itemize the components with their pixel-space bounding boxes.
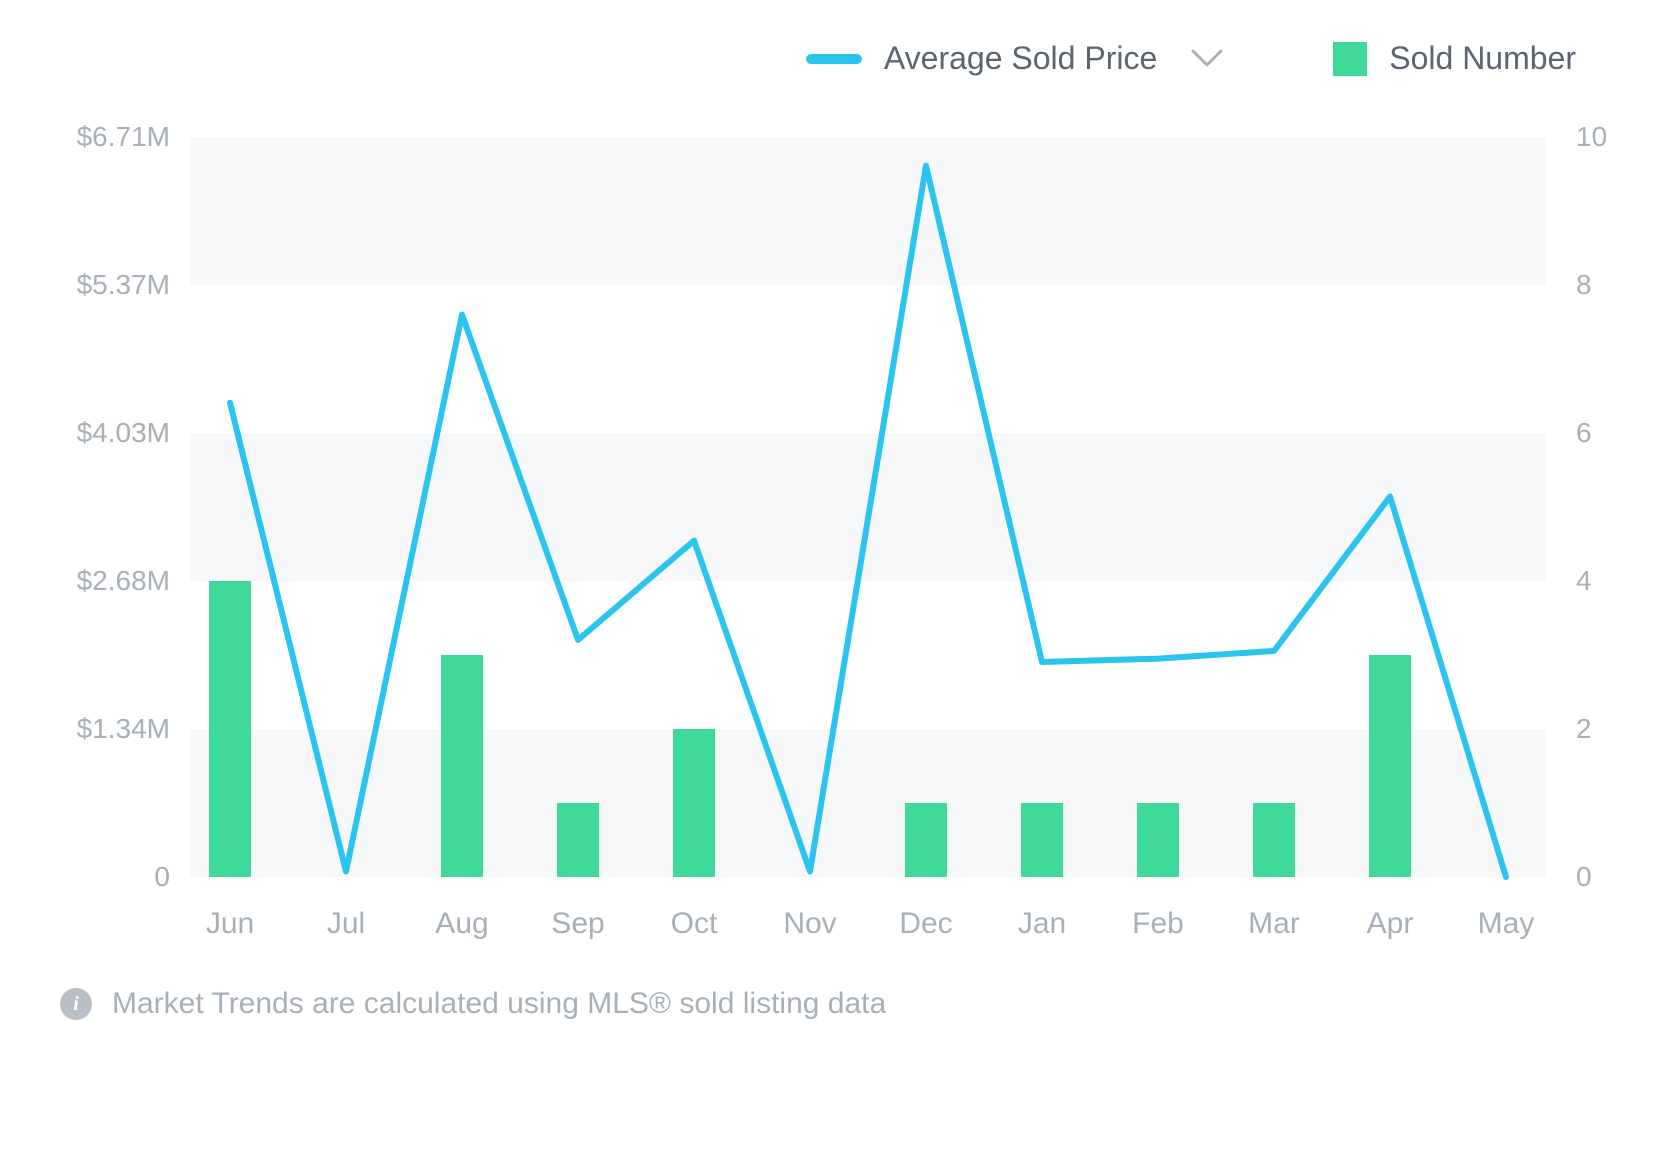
y-left-tick: $2.68M <box>10 565 170 597</box>
line-series <box>190 137 1546 877</box>
y-left-tick: $4.03M <box>10 417 170 449</box>
plot-area <box>190 137 1546 877</box>
x-tick: Oct <box>671 907 718 941</box>
y-right-tick: 2 <box>1576 713 1656 745</box>
chart-area: 0$1.34M$2.68M$4.03M$5.37M$6.71M 0246810 … <box>20 137 1636 957</box>
y-right-tick: 4 <box>1576 565 1656 597</box>
y-right-tick: 0 <box>1576 861 1656 893</box>
y-right-tick: 6 <box>1576 417 1656 449</box>
x-tick: Mar <box>1248 907 1300 941</box>
line-path <box>230 166 1506 877</box>
x-tick: Feb <box>1132 907 1184 941</box>
footer-note: i Market Trends are calculated using MLS… <box>20 987 1636 1021</box>
legend: Average Sold Price Sold Number <box>20 40 1636 77</box>
legend-line-label: Average Sold Price <box>884 40 1157 77</box>
legend-bar-swatch <box>1333 42 1367 76</box>
bar <box>441 655 483 877</box>
bar <box>1021 803 1063 877</box>
y-left-axis: 0$1.34M$2.68M$4.03M$5.37M$6.71M <box>20 137 180 877</box>
x-tick: Sep <box>551 907 604 941</box>
x-tick: Apr <box>1367 907 1414 941</box>
legend-item-line[interactable]: Average Sold Price <box>806 40 1223 77</box>
bar <box>1369 655 1411 877</box>
y-left-tick: $1.34M <box>10 713 170 745</box>
footer-text: Market Trends are calculated using MLS® … <box>112 987 886 1021</box>
bar <box>1253 803 1295 877</box>
bar <box>1137 803 1179 877</box>
info-icon: i <box>60 988 92 1020</box>
bar <box>209 581 251 877</box>
y-right-tick: 8 <box>1576 269 1656 301</box>
bar <box>905 803 947 877</box>
chart-container: Average Sold Price Sold Number 0$1.34M$2… <box>20 40 1636 1150</box>
legend-line-swatch <box>806 54 862 64</box>
x-tick: May <box>1478 907 1535 941</box>
y-left-tick: 0 <box>10 861 170 893</box>
x-tick: Jun <box>206 907 254 941</box>
y-left-tick: $6.71M <box>10 121 170 153</box>
legend-bar-label: Sold Number <box>1389 40 1576 77</box>
x-tick: Jul <box>327 907 365 941</box>
x-axis: Jun Jul Aug Sep Oct Nov Dec Jan Feb Mar Apr May <box>190 897 1546 957</box>
x-tick: Jan <box>1018 907 1066 941</box>
legend-item-bar[interactable]: Sold Number <box>1333 40 1576 77</box>
x-tick: Aug <box>435 907 488 941</box>
y-right-axis: 0246810 <box>1556 137 1636 877</box>
y-left-tick: $5.37M <box>10 269 170 301</box>
y-right-tick: 10 <box>1576 121 1656 153</box>
bar <box>557 803 599 877</box>
bar <box>673 729 715 877</box>
x-tick: Dec <box>899 907 952 941</box>
x-tick: Nov <box>783 907 836 941</box>
chevron-down-icon <box>1191 40 1223 77</box>
